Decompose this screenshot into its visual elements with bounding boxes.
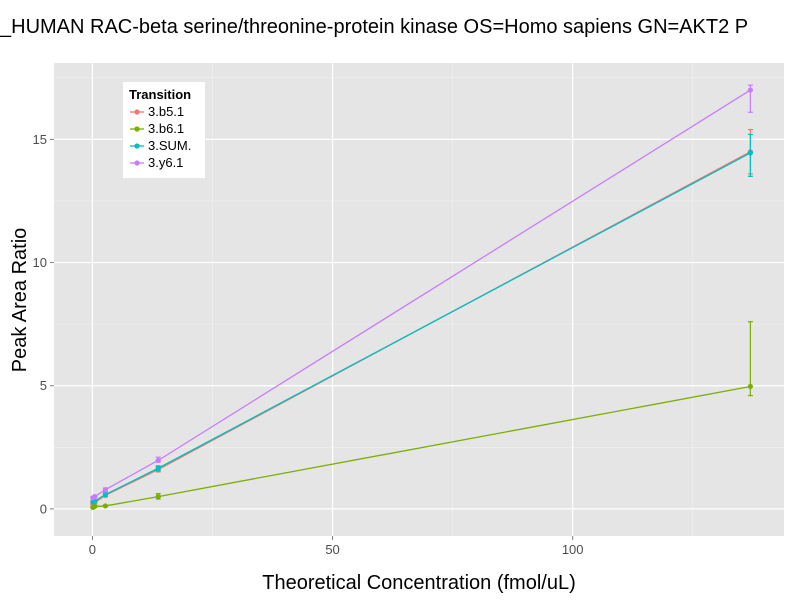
legend-item: 3.SUM. bbox=[130, 138, 191, 153]
data-point bbox=[747, 150, 753, 156]
y-tick-label: 15 bbox=[33, 132, 47, 147]
data-point bbox=[155, 493, 161, 500]
series-layer bbox=[90, 84, 753, 511]
legend-title: Transition bbox=[129, 87, 191, 102]
legend-label: 3.b5.1 bbox=[148, 104, 184, 119]
data-point bbox=[92, 503, 98, 510]
legend-label: 3.SUM. bbox=[148, 138, 191, 153]
x-axis-title: Theoretical Concentration (fmol/uL) bbox=[262, 572, 575, 594]
legend-label: 3.y6.1 bbox=[148, 155, 183, 170]
data-point bbox=[747, 383, 753, 390]
x-tick-label: 100 bbox=[562, 542, 584, 557]
legend-key-point bbox=[134, 109, 140, 115]
y-tick-label: 0 bbox=[40, 501, 47, 516]
data-point bbox=[155, 465, 161, 471]
y-axis-title: Peak Area Ratio bbox=[9, 228, 31, 373]
x-tick-label: 50 bbox=[325, 542, 339, 557]
y-tick-label: 5 bbox=[40, 378, 47, 393]
series-3.y6.1 bbox=[90, 84, 753, 501]
legend-item: 3.b5.1 bbox=[130, 104, 184, 119]
data-point bbox=[92, 493, 98, 500]
legend-key-point bbox=[134, 126, 140, 132]
legend: Transition 3.b5.1 3.b6.1 3.SUM. 3.y6.1 bbox=[123, 82, 205, 178]
legend-item: 3.b6.1 bbox=[130, 121, 184, 136]
series-3.b6.1 bbox=[90, 321, 753, 511]
series-3.SUM. bbox=[90, 133, 753, 505]
data-point bbox=[102, 503, 108, 509]
legend-items: 3.b5.1 3.b6.1 3.SUM. 3.y6.1 bbox=[130, 104, 191, 170]
data-point bbox=[102, 492, 108, 498]
data-point bbox=[102, 487, 108, 493]
x-tick-label: 0 bbox=[89, 542, 96, 557]
chart-title: _HUMAN RAC-beta serine/threonine-protein… bbox=[0, 16, 748, 38]
legend-key-point bbox=[134, 143, 140, 149]
legend-key-point bbox=[134, 160, 140, 166]
grid bbox=[54, 63, 784, 536]
legend-item: 3.y6.1 bbox=[130, 155, 183, 170]
data-point bbox=[155, 457, 161, 463]
legend-label: 3.b6.1 bbox=[148, 121, 184, 136]
y-tick-label: 10 bbox=[33, 255, 47, 270]
data-point bbox=[747, 87, 753, 93]
axis-ticks: 0 50 100 0 5 10 15 bbox=[33, 132, 584, 557]
